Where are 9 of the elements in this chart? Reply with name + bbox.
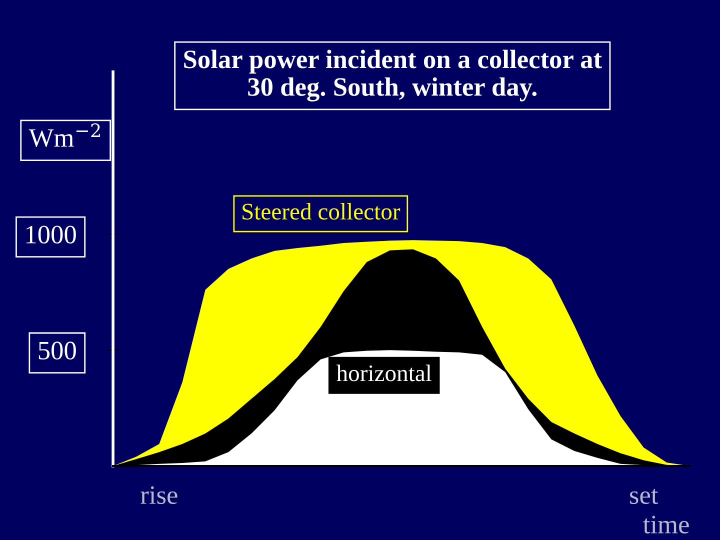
y-tick-label: 500: [38, 342, 76, 360]
series-label: horizontal: [336, 364, 432, 382]
series-label: Steered collector: [242, 203, 400, 220]
x-axis-title: time: [643, 516, 689, 534]
x-tick-label: set: [630, 488, 658, 504]
y-axis-title: Wm$^{−2}$: [28, 123, 100, 147]
x-tick-label: rise: [140, 486, 178, 504]
chart-title: Solar power incident on a collector at 30 deg. South, winter day.: [184, 50, 602, 102]
y-tick-label: 1000: [26, 226, 76, 244]
